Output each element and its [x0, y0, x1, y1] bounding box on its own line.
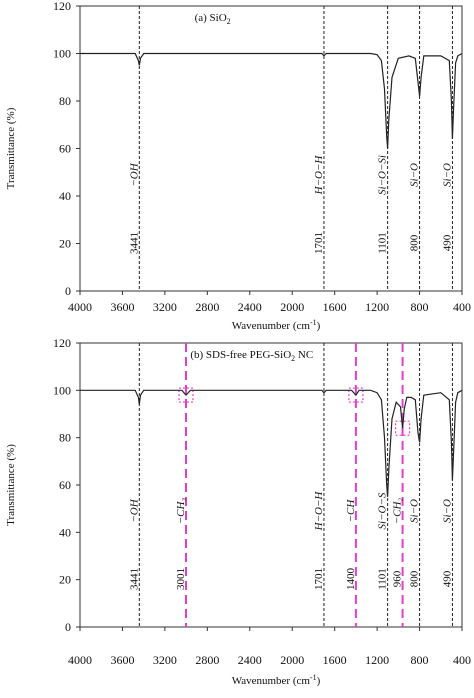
- peak-wavenumber-label: 1101: [377, 232, 389, 254]
- peak-group-label: −CH₃: [175, 498, 187, 525]
- peak-wavenumber-label: 800: [409, 570, 421, 587]
- y-tick-label: 120: [53, 0, 71, 13]
- peak-group-label: Si−O−S: [377, 492, 389, 529]
- x-tick-label: 4000: [68, 653, 92, 667]
- spectrum-line: [80, 389, 463, 497]
- x-tick-label: 2400: [238, 653, 262, 667]
- y-tick-label: 40: [59, 189, 71, 203]
- x-tick-label: 400: [453, 300, 471, 314]
- y-tick-label: 0: [65, 620, 71, 634]
- spectrum-line: [80, 52, 463, 149]
- peak-group-label: −OH: [128, 162, 140, 186]
- peak-group-label: −CH₂: [392, 498, 404, 525]
- y-tick-label: 100: [53, 383, 71, 397]
- y-tick-label: 80: [59, 94, 71, 108]
- peak-highlight-box: [394, 420, 411, 436]
- chart-title: (b) SDS-free PEG-SiO2 NC: [190, 349, 313, 363]
- peak-wavenumber-label: 3441: [128, 232, 140, 254]
- panel-b-chart: 0 20 40 60 80 100 120 4000 3600 3200 2800 2400 2000 1…: [5, 336, 471, 687]
- peak-group-label: H−O−H: [313, 155, 325, 196]
- x-tick-label: 1600: [323, 300, 347, 314]
- x-tick-label: 3200: [153, 653, 177, 667]
- x-tick-label: 1600: [323, 653, 347, 667]
- x-tick-label: 1200: [365, 653, 389, 667]
- peak-wavenumber-label: 1400: [345, 568, 357, 591]
- y-tick-label: 80: [59, 431, 71, 445]
- x-tick-label: 3200: [153, 300, 177, 314]
- peak-group-label: Si−O: [409, 499, 421, 523]
- x-tick-label: 2000: [280, 300, 304, 314]
- peak-group-label: Si−O−Si: [377, 155, 389, 195]
- x-tick-label: 1200: [365, 300, 389, 314]
- peak-wavenumber-label: 490: [441, 234, 453, 251]
- peak-wavenumber-label: 960: [392, 570, 404, 587]
- y-tick-label: 60: [59, 478, 71, 492]
- peak-highlight-box: [178, 387, 194, 403]
- x-tick-label: 3600: [110, 653, 134, 667]
- x-tick-label: 2800: [195, 653, 219, 667]
- x-tick-label: 4000: [68, 300, 92, 314]
- y-tick-label: 100: [53, 47, 71, 61]
- y-tick-label: 40: [59, 525, 71, 539]
- peak-group-label: −CH: [345, 499, 357, 523]
- y-axis-label: Transmittance (%): [5, 444, 17, 526]
- y-tick-label: 60: [59, 142, 71, 156]
- peak-wavenumber-label: 1701: [313, 232, 325, 254]
- x-tick-label: 2800: [195, 300, 219, 314]
- y-axis-label: Transmittance (%): [5, 107, 17, 189]
- y-tick-label: 120: [53, 336, 71, 350]
- peak-wavenumber-label: 1101: [377, 568, 389, 590]
- y-tick-label: 0: [65, 284, 71, 298]
- peak-group-label: Si−O: [441, 163, 453, 187]
- panel-a-chart: 0 20 40 60 80 100 120 4000 3600 3200 2800 2400 2000 1…: [5, 0, 471, 332]
- x-tick-label: 3600: [110, 300, 134, 314]
- y-tick-label: 20: [59, 237, 71, 251]
- x-tick-label: 800: [411, 653, 429, 667]
- peak-group-label: −OH: [128, 498, 140, 522]
- x-axis-label: Wavenumber (cm-1): [232, 673, 321, 687]
- peak-group-label: Si−O: [441, 499, 453, 523]
- peak-group-label: Si−O: [409, 163, 421, 187]
- chart-title: (a) SiO2: [195, 12, 231, 26]
- peak-highlight-box: [348, 387, 364, 403]
- peak-wavenumber-label: 490: [441, 570, 453, 587]
- peak-wavenumber-label: 3001: [175, 568, 187, 590]
- x-tick-label: 800: [411, 300, 429, 314]
- peak-wavenumber-label: 3441: [128, 568, 140, 590]
- peak-wavenumber-label: 800: [409, 234, 421, 251]
- y-tick-label: 20: [59, 573, 71, 587]
- peak-wavenumber-label: 1701: [313, 568, 325, 590]
- x-tick-label: 2400: [238, 300, 262, 314]
- x-tick-label: 2000: [280, 653, 304, 667]
- x-tick-label: 400: [453, 653, 471, 667]
- peak-group-label: H−O−H: [313, 491, 325, 532]
- x-axis-label: Wavenumber (cm-1): [232, 318, 321, 332]
